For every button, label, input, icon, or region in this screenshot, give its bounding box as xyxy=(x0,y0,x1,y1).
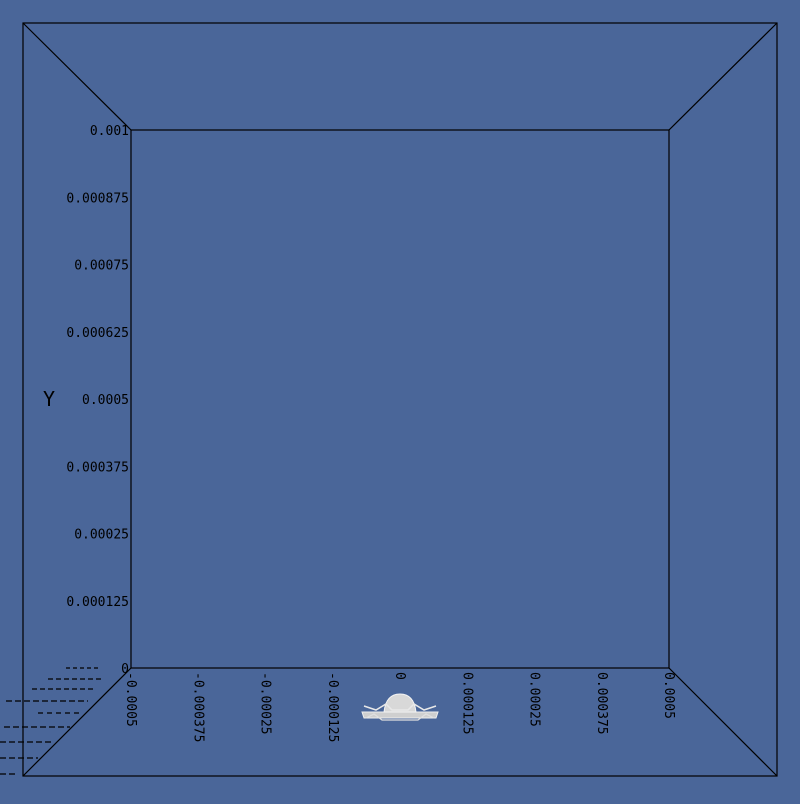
bounding-box xyxy=(22,22,778,777)
z-axis-marks xyxy=(0,667,104,775)
x-axis-ticks: -0.0005 -0.000375 -0.00025 -0.000125 0 0.0001… xyxy=(123,672,676,742)
y-tick-label: 0.00075 xyxy=(74,259,129,274)
x-tick-label: 0.0005 xyxy=(661,672,676,719)
x-tick-label: 0 xyxy=(392,672,407,680)
droplet-mesh-icon[interactable] xyxy=(361,693,439,721)
y-tick-label: 0.0005 xyxy=(82,393,129,408)
droplet-skirt-lower xyxy=(365,713,435,721)
droplet-skirt xyxy=(363,703,437,711)
x-tick-label: -0.0005 xyxy=(123,672,138,727)
droplet-cap xyxy=(383,693,417,713)
y-tick-label: 0.00025 xyxy=(74,528,129,543)
x-tick-label: -0.000125 xyxy=(325,672,340,742)
y-tick-label: 0.000875 xyxy=(66,191,129,206)
box-edge-bottom-left xyxy=(22,667,132,777)
box-edge-top-left xyxy=(22,22,132,131)
y-axis-title: Y xyxy=(43,387,55,411)
x-tick-label: 0.000125 xyxy=(459,672,474,735)
y-tick-label: 0.000125 xyxy=(66,595,129,610)
x-tick-label: -0.000375 xyxy=(190,672,205,742)
y-tick-label: 0.001 xyxy=(90,124,129,139)
box-edge-top-right xyxy=(668,22,778,131)
y-tick-label: 0.000625 xyxy=(66,326,129,341)
inner-box-frame xyxy=(130,129,670,669)
droplet-base xyxy=(361,711,439,719)
y-axis-ticks: 0.001 0.000875 0.00075 0.000625 0.0005 0.0003… xyxy=(66,124,129,677)
x-tick-label: 0.000375 xyxy=(594,672,609,735)
outer-box-frame xyxy=(22,22,778,777)
x-tick-label: -0.00025 xyxy=(258,672,273,735)
x-tick-label: 0.00025 xyxy=(527,672,542,727)
y-tick-label: 0.000375 xyxy=(66,460,129,475)
box-edge-bottom-right xyxy=(668,667,778,777)
y-tick-label: 0 xyxy=(121,662,129,677)
